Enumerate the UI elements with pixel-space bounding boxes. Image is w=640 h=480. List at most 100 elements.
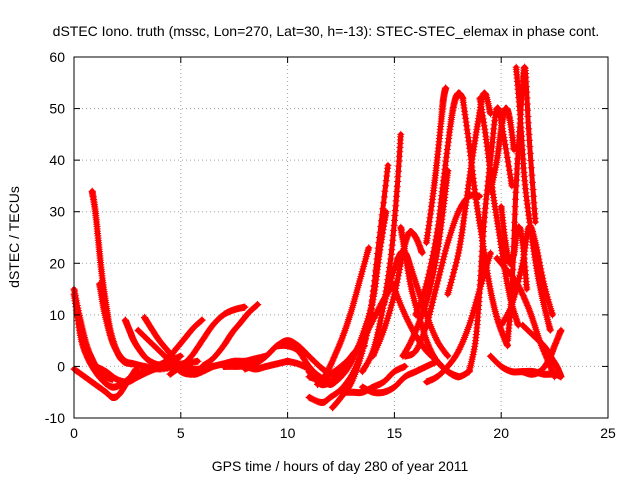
data-point [378,311,386,319]
data-point [527,164,535,172]
data-point [403,316,411,324]
data-point [372,261,380,269]
data-point [524,303,532,311]
data-point [429,328,437,336]
data-point [336,339,344,347]
data-point [523,300,531,308]
data-series [422,84,450,247]
data-point [385,284,393,291]
data-point [414,321,422,329]
data-point [343,319,351,327]
data-point [509,266,517,274]
data-point [340,330,348,338]
data-point [525,306,533,314]
data-point [528,178,536,186]
data-point [349,354,357,362]
data-point [347,380,355,387]
data-point [335,342,343,350]
data-point [511,218,519,226]
data-point [433,252,441,260]
data-point [392,289,400,297]
data-point [348,356,356,364]
data-point [348,376,356,384]
data-point [414,343,422,351]
data-point [430,330,438,338]
data-point [503,149,511,157]
data-point [336,341,343,349]
data-point [254,301,262,308]
data-point [366,310,374,318]
data-point [413,307,421,315]
data-point [337,338,345,346]
data-point [515,275,523,282]
data-point [428,302,436,309]
data-point [377,314,385,322]
data-point [369,292,377,300]
y-tick-label: 20 [49,255,65,271]
data-point [346,381,354,389]
data-point [394,275,402,283]
data-point [413,345,421,352]
data-point [538,271,546,279]
data-point [510,226,518,234]
data-point [526,308,534,316]
data-point [527,311,535,319]
data-point [512,287,520,295]
data-point [457,342,465,350]
data-point [512,182,520,190]
data-point [537,268,545,276]
x-tick-label: 10 [280,425,296,441]
data-point [433,337,441,345]
data-point [339,333,346,341]
data-point [534,252,542,260]
data-point [509,251,517,259]
data-point [434,243,442,250]
data-point [427,305,435,313]
data-point [420,304,428,312]
data-point [379,205,387,213]
data-point [557,373,565,381]
data-point [414,285,422,293]
data-series [487,104,518,195]
data-point [386,280,394,288]
data-point [376,320,384,328]
y-tick-label: 60 [49,49,65,65]
data-point [424,225,432,233]
data-point [417,313,425,321]
data-point [453,255,461,263]
data-point [399,352,407,360]
data-point [501,141,509,149]
data-point [418,249,426,257]
data-point [364,323,372,331]
data-point [527,157,535,164]
data-point [534,249,542,257]
data-point [391,263,399,271]
data-point [517,265,525,273]
data-point [535,255,543,263]
x-tick-label: 15 [387,425,403,441]
data-point [428,277,436,285]
data-point [373,308,381,316]
data-point [386,259,394,267]
data-point [557,326,565,334]
data-point [419,310,426,317]
data-point [444,352,452,360]
data-point [415,342,423,349]
data-point [339,332,347,339]
data-point [449,272,457,280]
data-point [527,309,534,317]
data-point [511,203,519,211]
data-series [444,89,494,298]
data-series [155,316,206,370]
data-point [394,272,402,280]
data-series [358,357,441,397]
data-point [395,269,403,277]
data-point [458,339,466,347]
data-point [523,88,531,96]
data-point [375,239,383,247]
data-point [397,130,405,138]
data-point [530,199,538,207]
data-point [371,272,379,279]
data-point [371,277,379,285]
